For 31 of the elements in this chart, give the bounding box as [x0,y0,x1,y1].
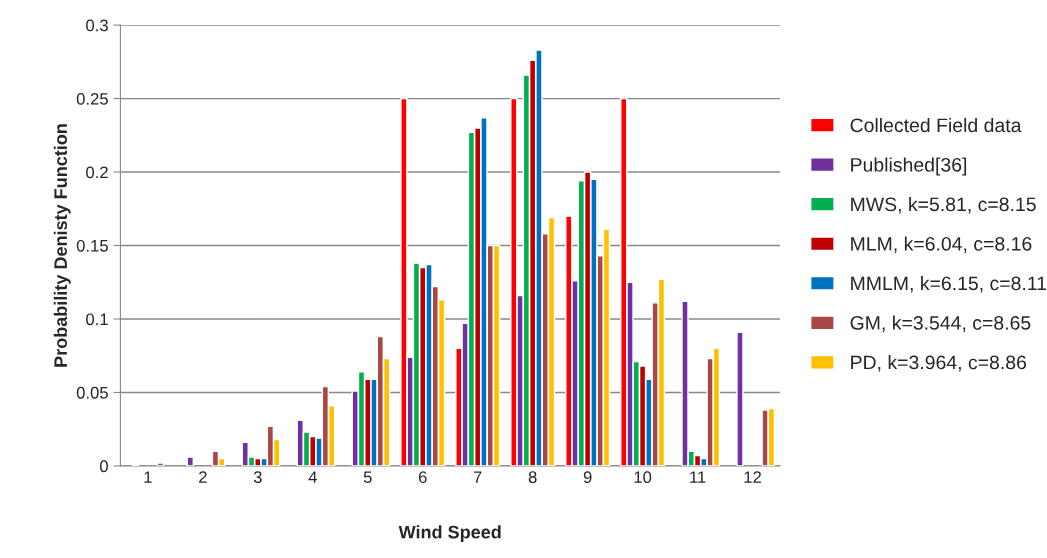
x-tick-label: 5 [363,471,372,484]
y-axis-title: Probability Denisty Function [53,124,71,367]
x-tick-label: 2 [199,471,207,483]
x-tick-label: 4 [308,471,317,483]
x-tick-label: 7 [473,471,482,483]
bar [736,331,744,466]
bar [156,462,165,466]
bar [186,456,194,466]
x-axis-title: Wind Speed [398,525,501,543]
y-tick-label: 0.1 [86,313,108,326]
legend-label: Collected Field data [850,117,1022,133]
x-tick-label: 11 [690,471,706,483]
x-tick-label: 8 [528,471,537,484]
legend-label: GM, k=3.544, c=8.65 [850,315,1031,333]
x-tick-label: 9 [583,471,592,484]
y-tick-label: 0.15 [76,239,108,252]
y-tick-label: 0.25 [76,92,108,105]
legend-label: Published[36] [851,157,967,176]
legend-label: PD, k=3.964, c=8.86 [851,355,1027,372]
legend-label: MLM, k=6.04, c=8.16 [851,236,1032,254]
y-tick-label: 0.3 [86,19,108,32]
x-tick-label: 6 [418,471,427,484]
legend-label: MWS, k=5.81, c=8.15 [851,196,1036,214]
y-tick-label: 0 [99,460,108,473]
x-tick-label: 1 [144,471,152,483]
y-tick-label: 0.05 [76,386,108,399]
x-tick-label: 3 [253,471,262,484]
y-tick-label: 0.2 [86,166,108,179]
x-tick-label: 12 [744,471,761,483]
x-tick-label: 10 [634,471,652,484]
legend-label: MMLM, k=6.15, c=8.11 [851,275,1047,293]
